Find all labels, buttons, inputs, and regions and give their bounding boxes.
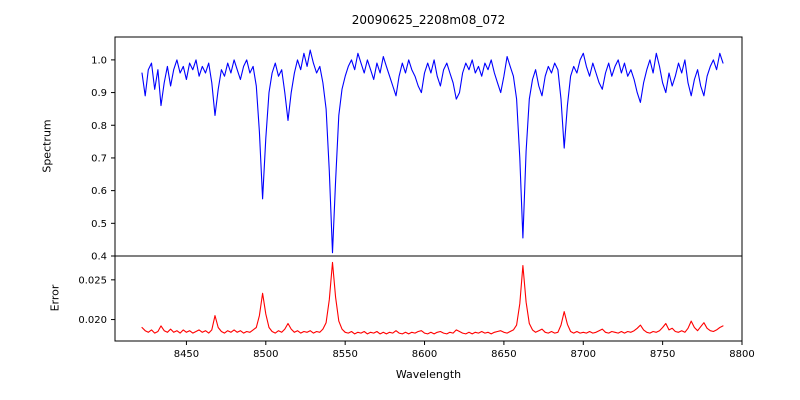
error-y-tick-label: 0.020 [78,315,107,326]
x-tick-label: 8650 [491,349,516,360]
x-tick-label: 8600 [412,349,437,360]
error-y-tick-label: 0.025 [78,275,107,286]
x-tick-label: 8500 [253,349,278,360]
spectrum-axes-spine [114,36,743,257]
spectrum-y-tick-label: 0.6 [91,186,107,197]
spectrum-y-tick-label: 0.7 [91,153,107,164]
spectrum-y-tick-label: 0.4 [91,252,107,263]
x-tick-label: 8450 [174,349,199,360]
spectrum-y-tick-label: 0.8 [91,121,107,132]
x-tick-label: 8800 [729,349,754,360]
spectrum-y-tick-label: 0.5 [91,219,107,230]
error-series-line [141,261,724,335]
spectrum-y-tick-label: 1.0 [91,55,107,66]
spectrum-y-tick-label: 0.9 [91,88,107,99]
x-tick-label: 8550 [332,349,357,360]
chart-title: 20090625_2208m08_072 [351,13,506,27]
x-tick-label: 8700 [571,349,596,360]
error-axes-spine [114,255,743,342]
x-tick-label: 8750 [650,349,675,360]
x-axis-label: Wavelength [395,368,462,381]
spectrum-series-line [141,49,724,254]
